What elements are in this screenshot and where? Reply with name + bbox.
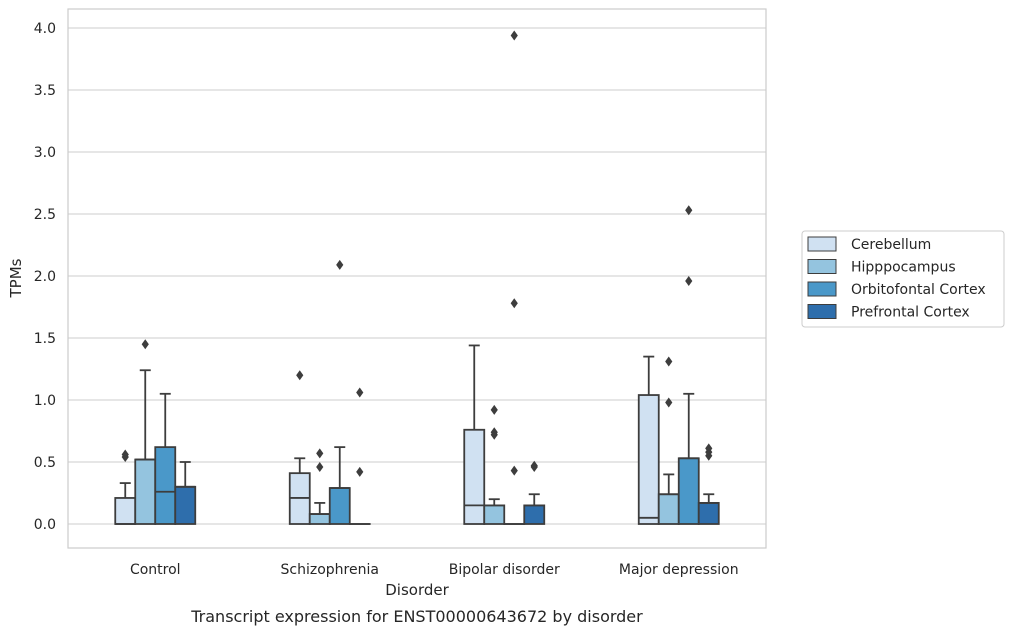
y-tick-label: 2.0	[34, 269, 56, 285]
box-orbitofontal-cortex	[503, 30, 526, 525]
outlier-point	[685, 205, 693, 216]
box-prefrontal-cortex	[174, 461, 197, 525]
y-tick-labels: 0.0 0.5 1.0 1.5 2.0 2.5 3.0 3.5 4.0	[34, 21, 56, 533]
box-iqr	[677, 457, 700, 525]
legend-label: Cerebellum	[851, 237, 931, 253]
outlier-point	[510, 30, 518, 41]
box-iqr	[657, 493, 680, 525]
outlier-point	[685, 275, 693, 286]
box-iqr	[308, 513, 331, 525]
box-iqr	[328, 487, 351, 525]
x-axis-label: Disorder	[385, 581, 449, 599]
outlier-point	[296, 370, 304, 381]
y-tick-label: 2.5	[34, 207, 56, 223]
plot-area-frame	[67, 8, 767, 549]
outlier-point	[510, 465, 518, 476]
x-tick-labels: Control Schizophrenia Bipolar disorder Majo…	[130, 562, 739, 578]
y-tick-label: 3.5	[34, 83, 56, 99]
box-iqr	[523, 504, 546, 525]
outlier-point	[510, 298, 518, 309]
chart-caption: Transcript expression for ENST0000064367…	[190, 607, 643, 626]
box-hipppocampus	[483, 404, 506, 525]
outlier-point	[490, 404, 498, 415]
box-orbitofontal-cortex	[154, 392, 177, 525]
outlier-point	[121, 449, 129, 460]
box-iqr	[463, 428, 486, 525]
outlier-point	[665, 397, 673, 408]
y-tick-label: 3.0	[34, 145, 56, 161]
box-cerebellum	[463, 344, 486, 525]
legend-label: Prefrontal Cortex	[851, 305, 970, 321]
box-cerebellum	[637, 355, 660, 525]
x-tick-label: Control	[130, 562, 181, 578]
outlier-point	[141, 339, 149, 350]
box-iqr	[174, 485, 197, 525]
box-iqr	[114, 497, 137, 525]
box-orbitofontal-cortex	[328, 259, 351, 525]
legend-label: Hipppocampus	[851, 260, 956, 276]
x-tick-label: Schizophrenia	[281, 562, 379, 578]
y-tick-label: 1.0	[34, 393, 56, 409]
legend: Cerebellum Hipppocampus Orbitofontal Corte…	[801, 230, 1005, 328]
box-iqr	[134, 458, 157, 525]
box-hipppocampus	[657, 356, 680, 525]
outlier-point	[356, 387, 364, 398]
outlier-point	[490, 427, 498, 438]
box-iqr	[697, 502, 720, 525]
outlier-point	[530, 460, 538, 471]
box-groups	[114, 30, 720, 525]
outlier-point	[316, 448, 324, 459]
outlier-point	[705, 443, 713, 454]
outlier-point	[316, 461, 324, 472]
outlier-point	[336, 259, 344, 270]
y-tick-label: 1.5	[34, 331, 56, 347]
legend-swatch	[807, 236, 837, 252]
x-tick-label: Bipolar disorder	[449, 562, 560, 578]
outlier-point	[356, 466, 364, 477]
y-axis-label: TPMs	[7, 258, 25, 298]
x-tick-label: Major depression	[619, 562, 739, 578]
legend-swatch	[807, 259, 837, 274]
legend-label: Orbitofontal Cortex	[851, 282, 986, 298]
y-tick-label: 0.0	[34, 517, 56, 533]
outlier-point	[665, 356, 673, 367]
box-iqr	[483, 504, 506, 525]
legend-swatch	[807, 304, 837, 319]
box-prefrontal-cortex	[348, 387, 371, 525]
box-orbitofontal-cortex	[677, 205, 700, 525]
y-tick-label: 0.5	[34, 455, 56, 471]
box-prefrontal-cortex	[523, 460, 546, 525]
box-prefrontal-cortex	[697, 443, 720, 525]
box-cerebellum	[288, 370, 311, 525]
box-iqr	[154, 446, 177, 525]
box-hipppocampus	[134, 339, 157, 525]
legend-frame	[801, 230, 1005, 328]
y-tick-label: 4.0	[34, 21, 56, 37]
box-iqr	[637, 394, 660, 525]
legend-swatch	[807, 281, 837, 297]
